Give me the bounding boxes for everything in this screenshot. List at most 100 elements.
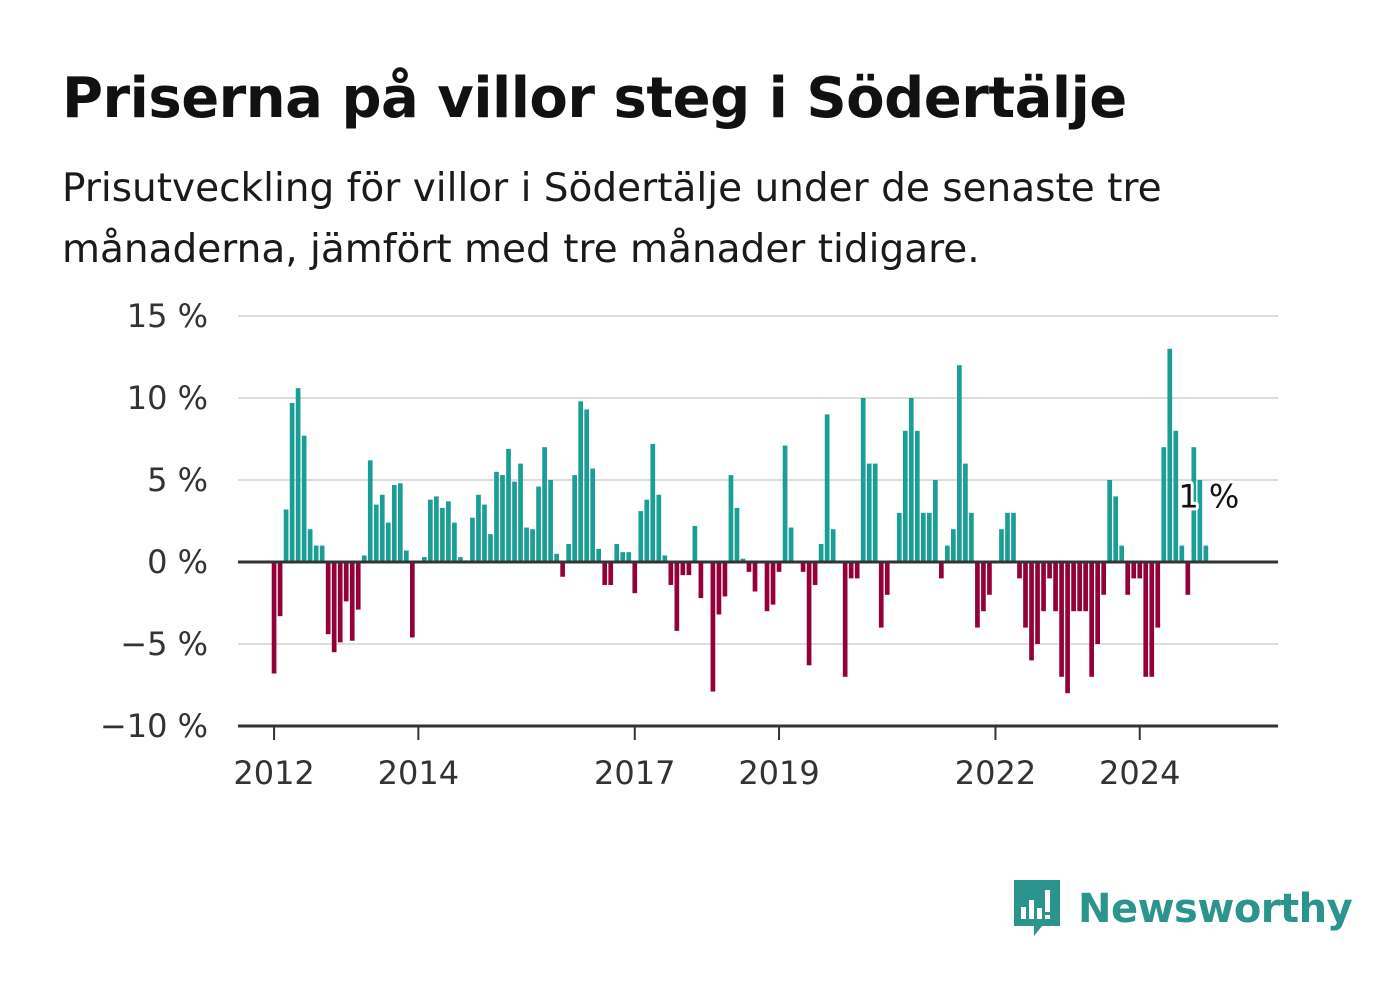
bar — [325, 562, 331, 635]
bar — [602, 562, 608, 585]
bar — [728, 475, 734, 562]
bar — [313, 545, 319, 562]
bar — [548, 480, 553, 562]
chart-subtitle: Prisutveckling för villor i Södertälje u… — [62, 166, 1162, 272]
bar — [470, 517, 475, 562]
bar — [1083, 562, 1088, 612]
bar — [428, 499, 433, 562]
bar — [1005, 512, 1010, 562]
bar — [951, 529, 956, 562]
bar — [854, 562, 860, 579]
bar — [920, 512, 926, 562]
bar — [1011, 512, 1016, 562]
bar — [878, 562, 884, 628]
bar — [1023, 562, 1028, 628]
bar — [572, 475, 577, 562]
bar-chart-speech-bubble-icon — [1014, 880, 1060, 936]
bar — [319, 545, 325, 562]
bar — [1143, 562, 1149, 677]
bar — [668, 562, 674, 585]
bar — [590, 468, 596, 562]
bar — [578, 401, 583, 562]
bar — [1203, 545, 1209, 562]
bar — [1065, 562, 1070, 694]
bar — [644, 499, 650, 562]
bar — [452, 522, 457, 562]
bar — [566, 543, 571, 562]
bar — [1191, 447, 1197, 562]
bar — [981, 562, 986, 612]
x-tick-label: 2017 — [594, 754, 675, 792]
bar — [902, 430, 908, 562]
y-tick-label: −5 % — [120, 625, 208, 663]
bar — [686, 562, 692, 576]
bar — [866, 463, 872, 562]
bar — [385, 522, 391, 562]
bar — [349, 562, 355, 641]
bar — [800, 562, 806, 572]
bar — [1095, 562, 1100, 644]
bar — [337, 562, 343, 643]
bar — [860, 398, 866, 562]
bar — [1125, 562, 1131, 595]
bar — [584, 409, 590, 562]
chart-title: Priserna på villor steg i Södertälje — [62, 66, 1127, 131]
bar — [1041, 562, 1046, 612]
bar — [626, 552, 632, 562]
bar — [818, 543, 824, 562]
bar — [1107, 480, 1113, 562]
bar — [908, 398, 914, 562]
bar — [975, 562, 980, 628]
bar — [1173, 430, 1179, 562]
grid-lines — [238, 315, 1278, 645]
bar — [782, 445, 788, 562]
bar — [536, 486, 541, 562]
bar — [343, 562, 349, 602]
bar — [614, 543, 620, 562]
bar — [710, 562, 716, 692]
bar — [1053, 562, 1058, 612]
bar — [1185, 562, 1191, 595]
bar — [494, 471, 499, 562]
bar — [277, 562, 283, 617]
bar — [476, 494, 481, 562]
bar — [512, 481, 517, 562]
bar — [409, 562, 415, 638]
y-tick-label: −10 % — [100, 707, 208, 745]
bar — [488, 534, 493, 562]
bar — [1089, 562, 1094, 677]
bar — [1197, 480, 1203, 562]
bar — [596, 548, 602, 562]
bar — [969, 512, 974, 562]
bar — [283, 509, 289, 562]
bar — [1119, 545, 1125, 562]
bar — [1077, 562, 1082, 612]
bar — [770, 562, 776, 605]
bar — [542, 447, 547, 562]
bar — [524, 527, 529, 562]
bar — [824, 414, 830, 562]
bar — [692, 525, 698, 562]
bar — [434, 496, 439, 562]
bar — [1131, 562, 1137, 579]
bars — [271, 348, 1209, 694]
bar — [271, 562, 277, 674]
bar — [397, 483, 403, 562]
bar — [662, 555, 668, 562]
bar — [896, 512, 902, 562]
bar — [999, 529, 1004, 562]
bar — [391, 484, 397, 562]
bar — [1167, 348, 1173, 562]
bar — [650, 443, 656, 562]
bar — [560, 562, 565, 577]
bar — [764, 562, 770, 612]
bar — [620, 552, 626, 562]
bar — [752, 562, 758, 592]
bar — [830, 529, 836, 562]
bar — [295, 388, 301, 562]
bar — [440, 507, 445, 562]
bar — [716, 562, 722, 615]
bar — [722, 562, 728, 597]
bar — [939, 562, 944, 579]
bar — [1047, 562, 1052, 579]
